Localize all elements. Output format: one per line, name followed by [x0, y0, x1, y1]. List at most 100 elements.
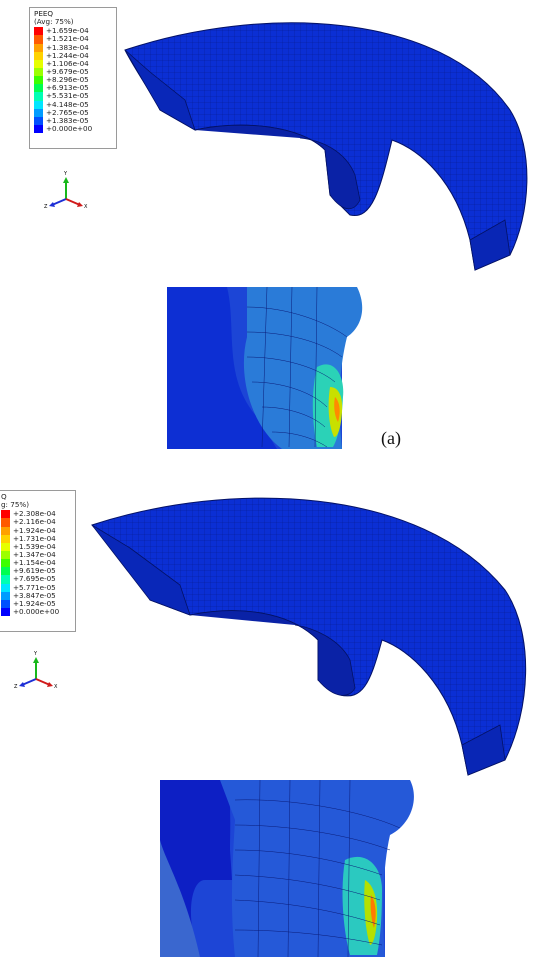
caption-a: (a) [381, 428, 401, 448]
legend-a-title: PEEQ [34, 9, 54, 18]
legend-swatch [34, 76, 43, 85]
ring-b-inner-face [189, 610, 356, 696]
legend-swatch [34, 108, 43, 117]
triad-b-y-arrow [33, 657, 39, 663]
legend-swatch [1, 542, 10, 552]
ring-b-right-end [461, 724, 506, 776]
legend-swatch [34, 68, 43, 77]
zoom-a-mesh-lines [246, 286, 348, 448]
legend-swatch [1, 510, 10, 519]
zoom-view-b [160, 779, 414, 958]
legend-swatch [1, 551, 10, 560]
legend-row: +0.000e+00 [0, 607, 75, 617]
legend-b: Q g: 75%) +2.308e-04 +2.116e-04 +1.924e-04… [0, 490, 76, 632]
legend-value: +1.731e-04 [13, 533, 56, 543]
zoom-a-peak-core [334, 397, 340, 422]
legend-value: +7.695e-05 [13, 574, 56, 584]
legend-swatch [1, 526, 10, 535]
zoom-b-left-strip [160, 840, 200, 957]
legend-swatch [1, 518, 10, 527]
triad-a-x-axis [65, 198, 81, 206]
legend-swatch [34, 43, 43, 52]
legend-swatch [34, 27, 43, 36]
legend-swatch [1, 567, 10, 576]
legend-b-title: Q [1, 492, 7, 501]
triad-a-z-label: Z [44, 204, 48, 210]
legend-row: +1.731e-04 [0, 533, 75, 543]
legend-value: +1.347e-04 [13, 550, 56, 560]
legend-row: +1.539e-04 [0, 542, 75, 552]
legend-value: +1.244e-04 [46, 50, 89, 60]
legend-swatch [34, 116, 43, 125]
legend-row: +1.924e-05 [0, 598, 75, 608]
legend-value: +1.659e-04 [46, 26, 89, 36]
triad-a-x-label: X [84, 204, 88, 210]
legend-swatch [1, 591, 10, 600]
legend-swatch [1, 583, 10, 592]
legend-swatch [34, 51, 43, 60]
triad-b-y-label: Y [33, 651, 38, 657]
legend-value: +0.000e+00 [46, 124, 93, 133]
ring-a-inner-face [194, 124, 361, 210]
legend-row: +9.619e-05 [0, 567, 75, 576]
legend-swatch [34, 92, 43, 101]
legend-value: +2.765e-05 [46, 107, 89, 117]
triad-a: Y X Z [44, 171, 88, 210]
legend-row: +4.148e-05 [30, 100, 116, 109]
legend-b-avg: g: 75%) [1, 500, 30, 510]
legend-value: +6.913e-05 [46, 83, 89, 93]
legend-swatch [1, 608, 10, 617]
triad-a-y-label: Y [63, 171, 68, 177]
legend-row: +1.347e-04 [0, 550, 75, 560]
legend-row: +1.106e-04 [30, 59, 116, 69]
triad-b: Y X Z [14, 651, 58, 690]
triad-a-z-axis [51, 198, 67, 206]
zoom-b-peak-core [370, 895, 376, 928]
legend-row: +1.521e-04 [30, 34, 116, 44]
legend-row: +1.383e-05 [30, 115, 116, 125]
triad-b-x-label: X [54, 684, 58, 690]
legend-row: +1.383e-04 [30, 42, 116, 52]
legend-row: +1.924e-04 [0, 525, 75, 535]
legend-value: +3.847e-05 [13, 590, 56, 600]
legend-row: +8.296e-05 [30, 75, 116, 85]
legend-value: +1.924e-05 [13, 598, 56, 608]
legend-a-rows: +1.659e-04 +1.521e-04 +1.383e-04 +1.244e-04… [30, 26, 116, 134]
ring-b-body [91, 497, 527, 776]
triad-a-z-arrow [49, 202, 55, 207]
triad-a-x-arrow [77, 202, 83, 207]
legend-row: +1.659e-04 [30, 26, 116, 36]
ring-model-a [124, 22, 528, 271]
legend-value: +1.154e-04 [13, 558, 56, 568]
triad-a-y-arrow [63, 177, 69, 183]
legend-swatch [34, 84, 43, 93]
legend-row: +1.244e-04 [30, 50, 116, 60]
triad-b-x-arrow [47, 682, 53, 687]
legend-row: +0.000e+00 [30, 124, 116, 134]
legend-row: +6.913e-05 [30, 83, 116, 93]
zoom-b-mesh-lines [234, 779, 401, 958]
legend-swatch [34, 35, 43, 44]
triad-b-z-arrow [19, 682, 25, 687]
triad-b-z-axis [21, 678, 37, 686]
legend-value: +1.383e-05 [46, 115, 89, 125]
legend-row: +2.116e-04 [0, 517, 75, 527]
legend-value: +8.296e-05 [46, 75, 89, 85]
triad-b-x-axis [35, 678, 51, 686]
legend-swatch [34, 100, 43, 109]
legend-value: +2.116e-04 [13, 517, 56, 527]
legend-row: +7.695e-05 [0, 574, 75, 584]
legend-value: +5.771e-05 [13, 582, 56, 592]
legend-row: +1.154e-04 [0, 558, 75, 568]
legend-b-rows: +2.308e-04 +2.116e-04 +1.924e-04 +1.731e-04… [0, 510, 75, 617]
legend-row: +9.679e-05 [30, 67, 116, 77]
triad-b-z-label: Z [14, 684, 18, 690]
legend-swatch [1, 534, 10, 543]
legend-value: +1.521e-04 [46, 34, 89, 44]
ring-b-left-end [91, 524, 191, 616]
ring-a-right-end [469, 219, 511, 271]
legend-value: +1.383e-04 [46, 42, 89, 52]
legend-row: +2.765e-05 [30, 107, 116, 117]
legend-value: +1.924e-04 [13, 525, 56, 535]
